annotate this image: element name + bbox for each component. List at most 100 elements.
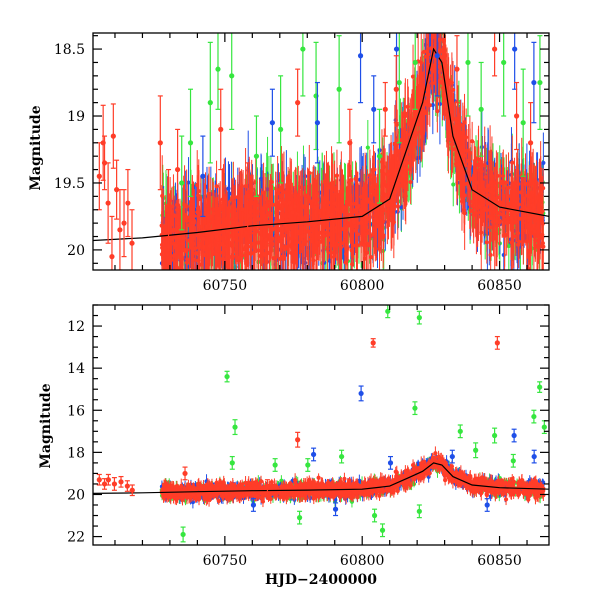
dense-point xyxy=(193,251,199,256)
dense-point xyxy=(190,274,194,278)
dense-point xyxy=(190,220,195,225)
dense-point xyxy=(181,202,186,207)
dense-point xyxy=(307,170,312,176)
dense-point xyxy=(214,184,219,189)
dense-point xyxy=(489,189,494,194)
dense-point xyxy=(429,24,433,28)
dense-point xyxy=(259,236,264,241)
dense-point xyxy=(313,249,318,255)
dense-point xyxy=(382,171,387,177)
dense-point xyxy=(523,181,528,187)
dense-point xyxy=(363,197,369,202)
dense-point xyxy=(500,212,505,217)
dense-point xyxy=(405,104,410,109)
dense-point xyxy=(403,111,408,116)
dense-point xyxy=(296,212,301,217)
dense-point xyxy=(394,122,399,127)
dense-point xyxy=(311,198,316,203)
data-point xyxy=(512,46,518,52)
dense-point xyxy=(533,238,538,243)
data-point xyxy=(215,66,221,72)
dense-point xyxy=(509,215,514,221)
dense-point xyxy=(341,205,346,210)
dense-point xyxy=(332,201,337,206)
dense-point xyxy=(252,245,257,250)
dense-point xyxy=(334,207,339,212)
data-point xyxy=(412,59,418,66)
dense-point xyxy=(284,226,290,231)
dense-point xyxy=(438,25,442,29)
dense-point xyxy=(521,228,526,233)
data-point xyxy=(393,46,400,52)
dense-point xyxy=(418,86,423,91)
dense-point xyxy=(191,257,196,262)
dense-point xyxy=(516,239,522,244)
dense-point xyxy=(365,145,370,150)
dense-point xyxy=(191,214,196,219)
dense-point xyxy=(223,271,227,275)
dense-point xyxy=(346,180,352,185)
dense-point xyxy=(483,175,488,180)
dense-point xyxy=(435,59,441,65)
dense-point xyxy=(354,201,359,206)
dense-point xyxy=(292,204,297,209)
dense-point xyxy=(504,180,509,185)
dense-point xyxy=(368,233,373,239)
dense-point xyxy=(403,192,408,197)
dense-point xyxy=(498,181,503,186)
dense-point xyxy=(470,139,475,144)
data-point xyxy=(465,59,471,66)
dense-point xyxy=(477,203,482,209)
dense-point xyxy=(305,193,310,198)
dense-point xyxy=(268,216,273,221)
dense-point xyxy=(516,202,521,207)
dense-point xyxy=(432,63,437,68)
dense-point xyxy=(434,23,438,27)
dense-point xyxy=(495,195,500,200)
dense-point xyxy=(249,188,254,193)
data-point xyxy=(336,86,342,92)
dense-point xyxy=(207,272,211,276)
dense-point xyxy=(283,223,288,228)
dense-point xyxy=(291,245,297,250)
dense-point xyxy=(432,3,436,7)
dense-point xyxy=(506,243,511,249)
dense-point xyxy=(264,241,270,246)
dense-point xyxy=(205,258,210,264)
dense-point xyxy=(487,225,493,230)
dense-point xyxy=(530,209,535,214)
dense-point xyxy=(243,244,249,249)
dense-point xyxy=(464,148,470,153)
dense-point xyxy=(222,196,227,201)
dense-point xyxy=(493,231,499,236)
dense-point xyxy=(421,49,427,55)
dense-point xyxy=(461,207,467,213)
dense-point xyxy=(438,14,442,18)
dense-point xyxy=(243,183,248,189)
dense-point xyxy=(470,199,475,204)
dense-point xyxy=(369,188,374,193)
data-point xyxy=(520,120,526,126)
dense-point xyxy=(173,243,179,248)
dense-point xyxy=(169,281,173,285)
dense-point xyxy=(525,207,530,212)
dense-point xyxy=(385,172,391,177)
dense-point xyxy=(443,53,448,58)
dense-point xyxy=(208,214,214,219)
dense-point xyxy=(171,273,175,277)
dense-point xyxy=(361,243,367,248)
dense-point xyxy=(231,219,236,225)
dense-point xyxy=(339,189,344,194)
dense-point xyxy=(536,216,541,221)
dense-point xyxy=(261,206,266,211)
dense-point xyxy=(465,181,470,186)
data-point xyxy=(478,106,484,112)
dense-point xyxy=(274,231,279,236)
dense-point xyxy=(188,206,193,211)
dense-point xyxy=(173,260,178,265)
dense-point xyxy=(172,213,178,218)
dense-point xyxy=(506,185,511,190)
dense-point xyxy=(196,197,202,202)
dense-point xyxy=(164,231,169,236)
